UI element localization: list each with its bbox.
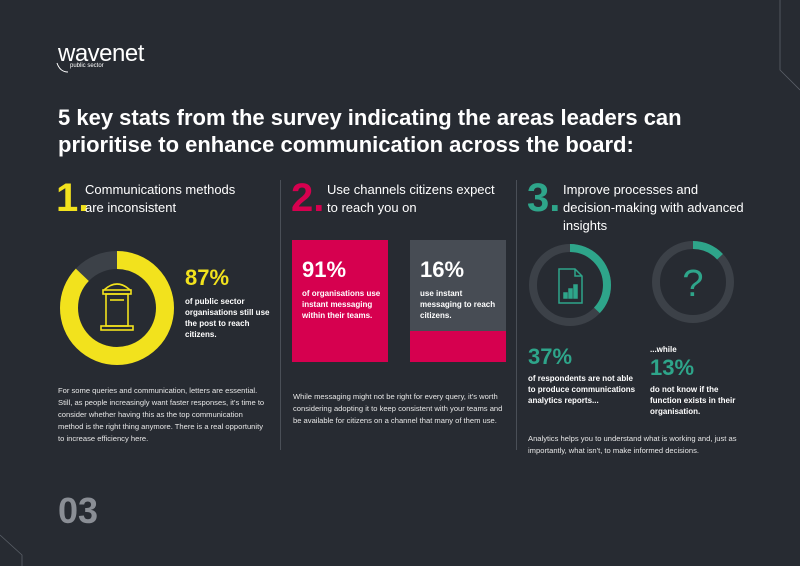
col3-donut-13: ?	[652, 241, 734, 323]
col1-stat-text: of public sector organisations still use…	[185, 297, 270, 339]
col2-card1-stat: 91%	[302, 257, 347, 282]
col2-card2-stat: 16%	[420, 257, 465, 282]
col3-stat2-prefix: ...while	[650, 345, 677, 354]
col1-donut-value	[60, 251, 174, 365]
question-mark-icon: ?	[682, 263, 703, 305]
col3-stat1: 37%	[528, 344, 573, 369]
col3-donut1-value	[529, 244, 611, 326]
col1-donut	[60, 251, 174, 365]
col2-card2-text: use instant messaging to reach citizens.	[420, 289, 496, 320]
col2-number: 2.	[291, 176, 325, 220]
col1-stat: 87%	[185, 265, 230, 290]
column-divider-1	[280, 180, 281, 450]
column-divider-2	[516, 180, 517, 450]
col3-donut-37	[529, 244, 611, 326]
col1-number: 1.	[56, 176, 90, 220]
col3-number: 3.	[527, 176, 561, 220]
page-number: 03	[58, 490, 99, 531]
col1-heading: Communications methods are inconsistent	[85, 182, 236, 215]
logo-wordmark: wavenet	[58, 40, 144, 67]
postbox-icon	[100, 283, 134, 331]
col2-card-91: 91% of organisations use instant messagi…	[292, 240, 388, 362]
col2-card-16: 16% use instant messaging to reach citiz…	[410, 240, 506, 362]
logo-subtitle: public sector	[70, 63, 104, 69]
logo-arc-icon	[56, 62, 69, 73]
col3-stat1-text: of respondents are not able to produce c…	[528, 374, 636, 405]
page-title: 5 key stats from the survey indicating t…	[58, 105, 682, 157]
col2-body: While messaging might not be right for e…	[293, 392, 503, 425]
col3-heading: Improve processes and decision-making wi…	[563, 182, 744, 233]
col3-stat2-text: do not know if the function exists in th…	[650, 385, 736, 416]
col1-body: For some queries and communication, lett…	[58, 386, 265, 443]
col3-stat2: 13%	[650, 355, 695, 380]
col2-card2-grey-fill	[410, 240, 506, 332]
report-chart-icon	[558, 268, 583, 304]
col3-donut2-value	[652, 241, 734, 323]
wavenet-logo: wavenet public sector	[56, 40, 144, 73]
col3-body: Analytics helps you to understand what i…	[528, 434, 737, 455]
col2-heading: Use channels citizens expect to reach yo…	[327, 182, 495, 215]
col2-card1-text: of organisations use instant messaging w…	[302, 289, 381, 320]
